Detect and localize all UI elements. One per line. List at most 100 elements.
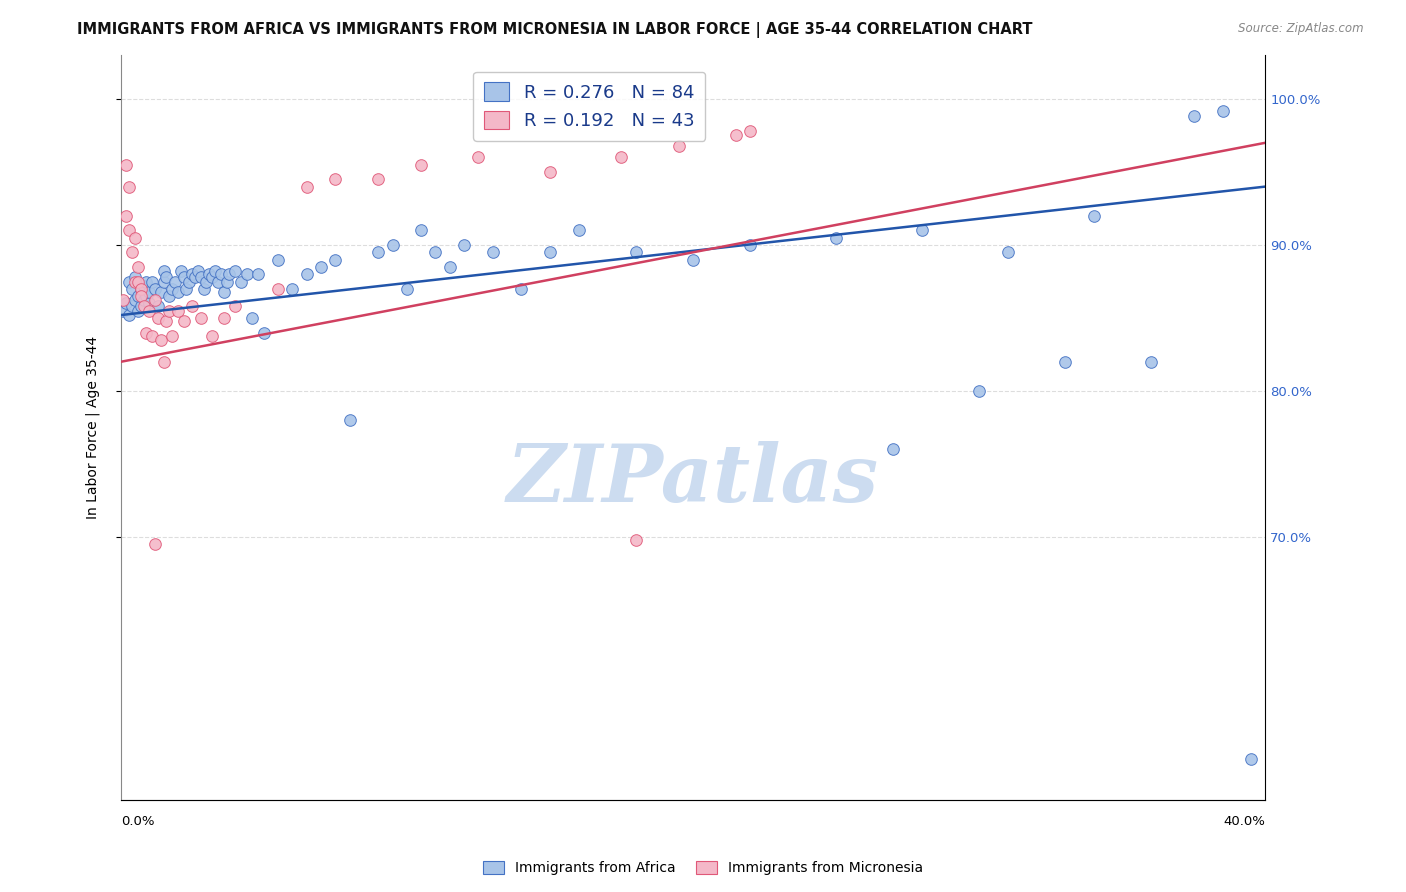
Point	[152, 355, 174, 369]
Point	[724, 128, 747, 143]
Point	[367, 245, 389, 260]
Point	[624, 533, 647, 547]
Point	[132, 299, 155, 313]
Point	[1182, 110, 1205, 124]
Point	[825, 230, 848, 244]
Point	[481, 245, 503, 260]
Point	[1140, 355, 1163, 369]
Point	[411, 223, 433, 237]
Point	[118, 275, 141, 289]
Point	[155, 270, 177, 285]
Point	[323, 172, 346, 186]
Point	[184, 270, 207, 285]
Point	[124, 270, 146, 285]
Point	[911, 223, 934, 237]
Point	[129, 282, 152, 296]
Point	[740, 238, 762, 252]
Point	[121, 299, 143, 313]
Point	[538, 245, 561, 260]
Point	[146, 311, 169, 326]
Point	[668, 138, 690, 153]
Point	[149, 333, 172, 347]
Point	[149, 285, 172, 299]
Point	[235, 267, 257, 281]
Point	[170, 264, 193, 278]
Point	[218, 267, 240, 281]
Point	[118, 179, 141, 194]
Point	[181, 267, 204, 281]
Point	[240, 311, 263, 326]
Legend: Immigrants from Africa, Immigrants from Micronesia: Immigrants from Africa, Immigrants from …	[477, 855, 929, 880]
Point	[190, 311, 212, 326]
Point	[155, 314, 177, 328]
Point	[195, 275, 218, 289]
Point	[127, 275, 149, 289]
Point	[997, 245, 1019, 260]
Point	[181, 299, 204, 313]
Point	[610, 150, 633, 164]
Point	[381, 238, 404, 252]
Point	[141, 328, 163, 343]
Point	[967, 384, 990, 398]
Point	[212, 285, 235, 299]
Point	[127, 260, 149, 274]
Point	[135, 275, 157, 289]
Legend: R = 0.276   N = 84, R = 0.192   N = 43: R = 0.276 N = 84, R = 0.192 N = 43	[472, 71, 706, 141]
Point	[138, 285, 160, 299]
Point	[115, 296, 138, 310]
Text: ZIPatlas: ZIPatlas	[508, 441, 879, 518]
Point	[152, 275, 174, 289]
Point	[146, 299, 169, 313]
Point	[215, 275, 238, 289]
Point	[209, 267, 232, 281]
Point	[411, 158, 433, 172]
Point	[163, 275, 186, 289]
Point	[173, 270, 195, 285]
Point	[141, 275, 163, 289]
Point	[132, 293, 155, 308]
Text: 0.0%: 0.0%	[121, 815, 155, 828]
Point	[160, 328, 183, 343]
Y-axis label: In Labor Force | Age 35-44: In Labor Force | Age 35-44	[86, 336, 100, 519]
Point	[201, 328, 224, 343]
Point	[167, 285, 190, 299]
Point	[253, 326, 276, 340]
Point	[121, 245, 143, 260]
Point	[143, 293, 166, 308]
Point	[624, 245, 647, 260]
Point	[129, 282, 152, 296]
Text: Source: ZipAtlas.com: Source: ZipAtlas.com	[1239, 22, 1364, 36]
Point	[207, 275, 229, 289]
Point	[167, 303, 190, 318]
Point	[882, 442, 904, 457]
Point	[157, 289, 180, 303]
Point	[323, 252, 346, 267]
Point	[510, 282, 533, 296]
Point	[124, 230, 146, 244]
Point	[112, 293, 135, 308]
Point	[115, 158, 138, 172]
Point	[1054, 355, 1077, 369]
Text: IMMIGRANTS FROM AFRICA VS IMMIGRANTS FROM MICRONESIA IN LABOR FORCE | AGE 35-44 : IMMIGRANTS FROM AFRICA VS IMMIGRANTS FRO…	[77, 22, 1033, 38]
Point	[190, 270, 212, 285]
Point	[1240, 752, 1263, 766]
Point	[121, 282, 143, 296]
Point	[224, 264, 246, 278]
Point	[339, 413, 361, 427]
Point	[281, 282, 304, 296]
Point	[295, 267, 318, 281]
Point	[1083, 209, 1105, 223]
Point	[127, 289, 149, 303]
Point	[193, 282, 215, 296]
Point	[682, 252, 704, 267]
Point	[176, 282, 198, 296]
Point	[160, 282, 183, 296]
Point	[538, 165, 561, 179]
Point	[439, 260, 461, 274]
Point	[453, 238, 475, 252]
Text: 40.0%: 40.0%	[1223, 815, 1265, 828]
Point	[124, 293, 146, 308]
Point	[229, 275, 252, 289]
Point	[112, 303, 135, 318]
Point	[295, 179, 318, 194]
